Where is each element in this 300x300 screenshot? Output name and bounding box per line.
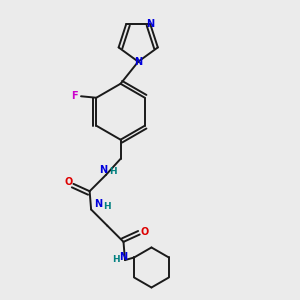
Text: N: N — [134, 57, 142, 67]
Text: O: O — [64, 176, 73, 187]
Text: N: N — [146, 20, 154, 29]
Text: H: H — [112, 255, 119, 264]
Text: O: O — [140, 227, 148, 237]
Text: N: N — [94, 199, 103, 209]
Text: N: N — [99, 165, 107, 175]
Text: H: H — [110, 167, 117, 176]
Text: F: F — [71, 91, 78, 101]
Text: N: N — [119, 252, 128, 262]
Text: H: H — [103, 202, 111, 211]
